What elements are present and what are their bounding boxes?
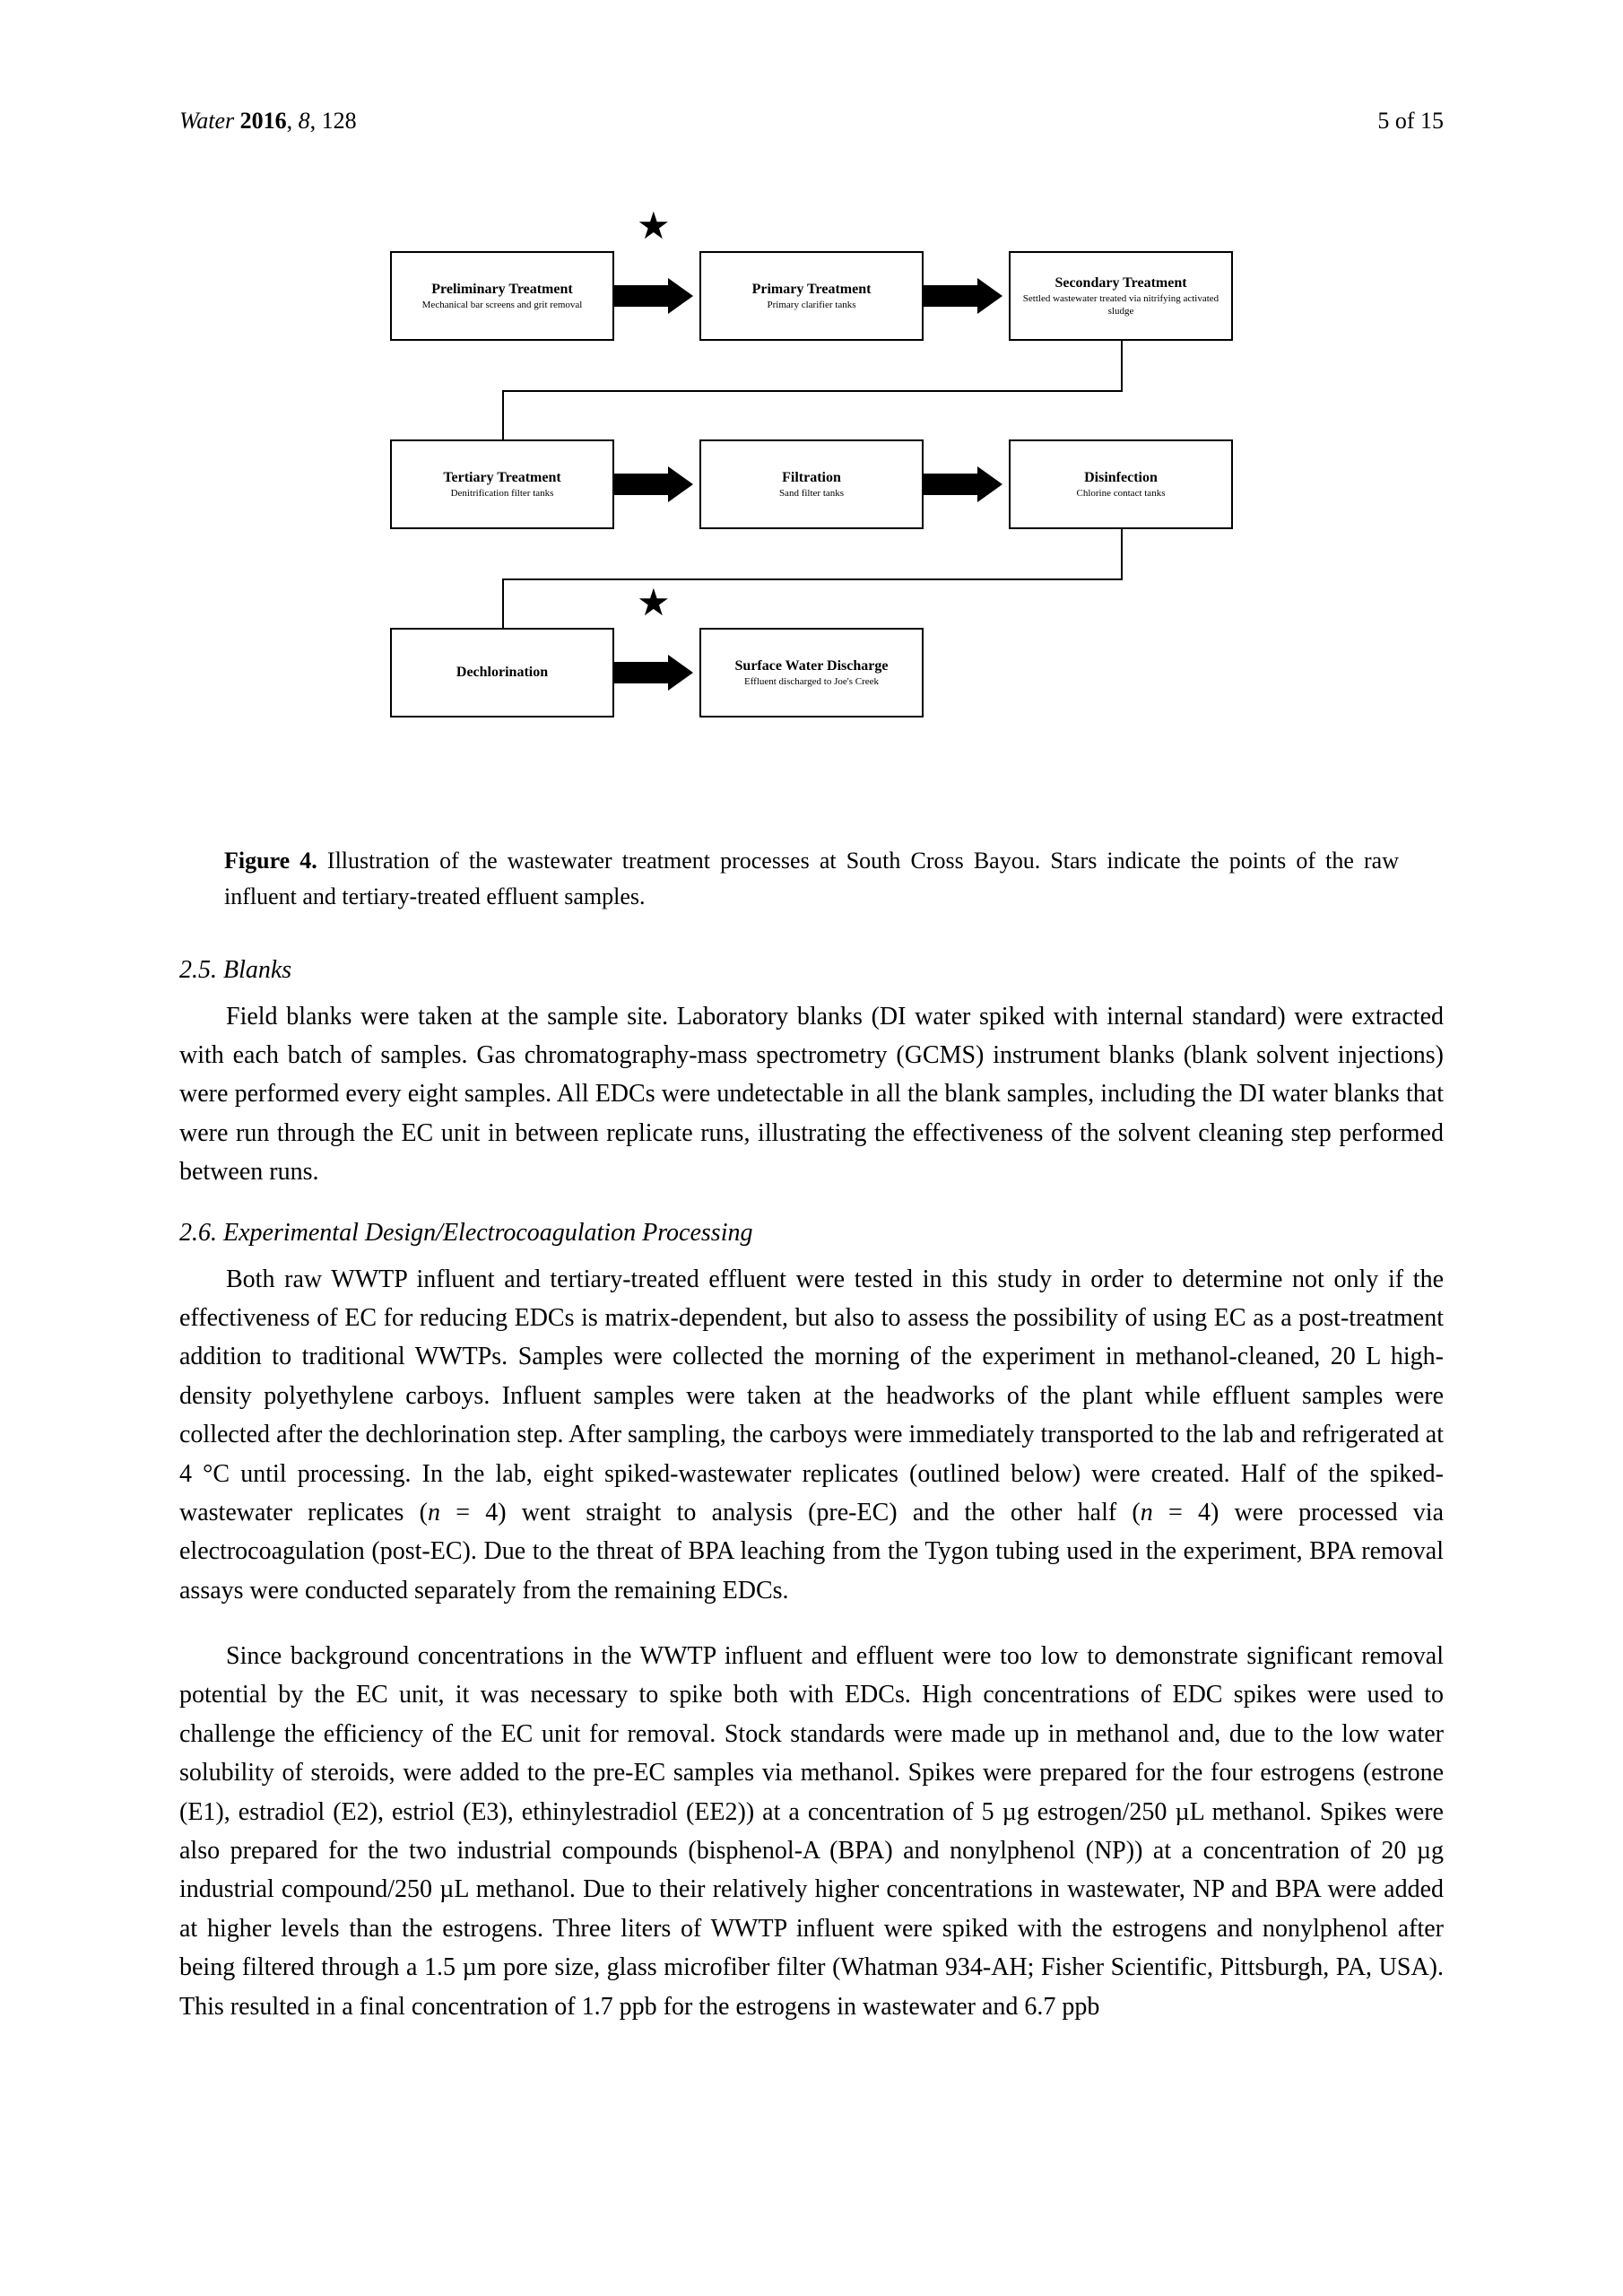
box-title: Disinfection	[1084, 469, 1158, 486]
box-disinfection: Disinfection Chlorine contact tanks	[1009, 439, 1233, 529]
box-secondary-treatment: Secondary Treatment Settled wastewater t…	[1009, 251, 1233, 341]
page-number: 5 of 15	[1377, 108, 1444, 135]
box-surface-water-discharge: Surface Water Discharge Effluent dischar…	[699, 628, 924, 718]
box-subtitle: Denitrification filter tanks	[451, 488, 554, 500]
text-span: = 4) went straight to analysis (pre-EC) …	[440, 1499, 1141, 1526]
figure-label: Figure 4.	[224, 848, 317, 874]
box-filtration: Filtration Sand filter tanks	[699, 439, 924, 529]
journal-name: Water	[179, 108, 234, 134]
box-subtitle: Effluent discharged to Joe's Creek	[744, 676, 879, 688]
figure-caption-text: Illustration of the wastewater treatment…	[224, 848, 1399, 909]
connector-line	[502, 578, 1123, 580]
star-icon: ★	[637, 208, 671, 246]
n-italic: n	[1141, 1499, 1153, 1526]
box-subtitle: Chlorine contact tanks	[1077, 488, 1166, 500]
box-title: Secondary Treatment	[1055, 274, 1186, 291]
box-title: Tertiary Treatment	[443, 469, 560, 486]
box-subtitle: Mechanical bar screens and grit removal	[422, 300, 583, 311]
page: Water 2016, 8, 128 5 of 15 Preliminary T…	[0, 0, 1623, 2296]
box-primary-treatment: Primary Treatment Primary clarifier tank…	[699, 251, 924, 341]
box-title: Dechlorination	[456, 664, 548, 681]
figure-4-diagram: Preliminary Treatment Mechanical bar scr…	[179, 188, 1444, 798]
connector-line	[502, 390, 1123, 392]
header-year: 2016	[240, 108, 287, 134]
connector-line	[1121, 529, 1123, 578]
section-2-6-paragraph-2: Since background concentrations in the W…	[179, 1637, 1444, 2026]
figure-4-caption: Figure 4. Illustration of the wastewater…	[224, 843, 1399, 916]
connector-line	[502, 390, 504, 439]
box-tertiary-treatment: Tertiary Treatment Denitrification filte…	[390, 439, 614, 529]
box-title: Preliminary Treatment	[431, 281, 572, 298]
star-icon: ★	[637, 585, 671, 622]
section-2-5-paragraph-1: Field blanks were taken at the sample si…	[179, 997, 1444, 1192]
box-subtitle: Settled wastewater treated via nitrifyin…	[1016, 293, 1226, 317]
n-italic: n	[428, 1499, 440, 1526]
section-2-5-heading: 2.5. Blanks	[179, 956, 1444, 985]
header-article: 128	[322, 108, 357, 134]
section-2-6-heading: 2.6. Experimental Design/Electrocoagulat…	[179, 1219, 1444, 1248]
connector-line	[1121, 341, 1123, 390]
box-dechlorination: Dechlorination	[390, 628, 614, 718]
section-2-6-paragraph-1: Both raw WWTP influent and tertiary-trea…	[179, 1260, 1444, 1611]
box-preliminary-treatment: Preliminary Treatment Mechanical bar scr…	[390, 251, 614, 341]
box-subtitle: Sand filter tanks	[779, 488, 844, 500]
connector-line	[502, 578, 504, 628]
box-title: Surface Water Discharge	[735, 657, 889, 674]
box-subtitle: Primary clarifier tanks	[768, 300, 856, 311]
process-flow-diagram: Preliminary Treatment Mechanical bar scr…	[354, 188, 1269, 798]
header-left: Water 2016, 8, 128	[179, 108, 357, 135]
box-title: Primary Treatment	[752, 281, 872, 298]
text-span: Both raw WWTP influent and tertiary-trea…	[179, 1265, 1444, 1526]
box-title: Filtration	[782, 469, 841, 486]
header-volume: 8	[299, 108, 310, 134]
running-header: Water 2016, 8, 128 5 of 15	[179, 108, 1444, 135]
